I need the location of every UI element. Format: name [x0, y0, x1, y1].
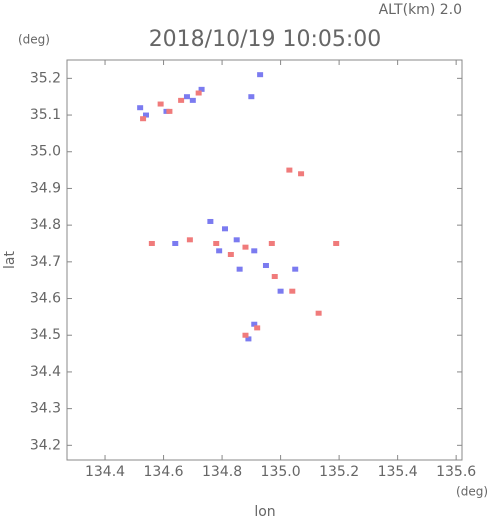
y-tick-label: 35.0 — [30, 144, 61, 160]
echo-point — [245, 336, 252, 342]
echo-point — [143, 112, 149, 118]
echo-point — [251, 321, 258, 327]
echo-point — [333, 240, 340, 246]
y-tick-label: 34.5 — [30, 327, 61, 343]
echo-point — [148, 240, 155, 246]
echo-point — [271, 274, 278, 280]
echo-point — [262, 263, 269, 269]
echo-point — [198, 86, 205, 92]
echo-point — [195, 90, 202, 96]
x-tick-label: 135.4 — [378, 464, 418, 480]
echo-point — [248, 94, 255, 100]
x-tick-label: 134.8 — [202, 464, 242, 480]
echo-point — [298, 171, 305, 177]
echo-point — [277, 288, 284, 294]
echo-point — [183, 94, 190, 100]
y-tick-label: 34.6 — [30, 291, 61, 307]
echo-point — [286, 167, 293, 173]
x-tick-label: 135.2 — [319, 464, 359, 480]
echo-point — [268, 240, 275, 246]
y-axis-label: lat — [2, 251, 18, 269]
echo-point — [227, 251, 234, 257]
chart-title: 2018/10/19 10:05:00 — [149, 27, 382, 52]
echo-point — [222, 226, 228, 232]
altitude-label: ALT(km) 2.0 — [379, 2, 462, 18]
echo-point — [257, 72, 264, 78]
echo-point — [251, 248, 258, 254]
y-tick-label: 35.2 — [30, 70, 61, 86]
x-tick-label: 135.6 — [436, 464, 476, 480]
echo-point — [140, 116, 147, 122]
echo-point — [157, 101, 164, 107]
x-tick-label: 134.4 — [85, 464, 125, 480]
echo-point — [137, 105, 144, 111]
echo-point — [315, 310, 322, 316]
x-axis-label: lon — [254, 504, 275, 520]
plot-frame — [66, 59, 463, 461]
echo-point — [186, 237, 193, 243]
echo-point — [254, 325, 261, 331]
echo-point — [292, 266, 299, 272]
x-unit: (deg) — [456, 485, 488, 499]
echo-point — [213, 240, 220, 246]
y-tick-label: 34.3 — [30, 401, 61, 417]
y-tick-label: 34.2 — [30, 437, 61, 453]
y-unit: (deg) — [18, 33, 50, 47]
y-tick-label: 34.8 — [30, 217, 61, 233]
x-tick-label: 134.6 — [144, 464, 184, 480]
y-tick-label: 34.7 — [30, 254, 61, 270]
echo-point — [178, 97, 185, 103]
y-tick-label: 35.1 — [30, 107, 61, 123]
echo-point — [242, 332, 249, 338]
echo-point — [166, 108, 173, 114]
x-tick-label: 135.0 — [261, 464, 301, 480]
echo-point — [207, 218, 214, 224]
echo-point — [236, 266, 243, 272]
y-tick-label: 34.4 — [30, 364, 61, 380]
y-tick-label: 34.9 — [30, 180, 61, 196]
echo-point — [289, 288, 296, 294]
echo-point — [216, 248, 223, 254]
echo-point — [172, 240, 179, 246]
echo-point — [189, 97, 196, 103]
echo-point — [242, 244, 249, 250]
echo-point — [233, 237, 240, 243]
